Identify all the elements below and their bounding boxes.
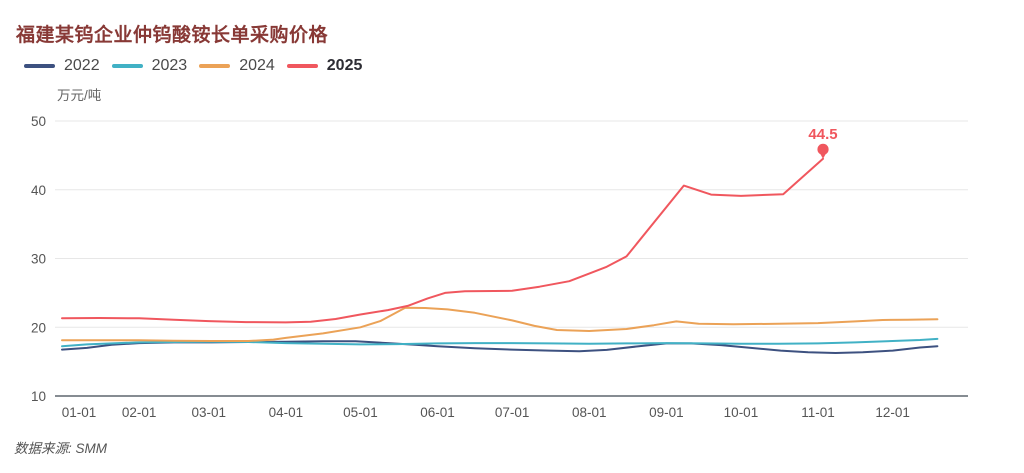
x-tick-label: 02-01 xyxy=(122,405,157,420)
x-tick-label: 12-01 xyxy=(875,405,910,420)
legend-item-2025[interactable]: 2025 xyxy=(286,57,363,75)
x-tick-label: 05-01 xyxy=(343,405,378,420)
x-tick-label: 04-01 xyxy=(269,405,304,420)
legend-line-swatch-icon xyxy=(286,64,318,68)
legend: 2022 2023 2024 2025 xyxy=(24,57,374,75)
legend-item-2022[interactable]: 2022 xyxy=(24,57,100,75)
x-tick-label: 03-01 xyxy=(191,405,226,420)
x-tick-label: 07-01 xyxy=(495,405,530,420)
x-tick-label: 08-01 xyxy=(572,405,607,420)
y-tick-label: 50 xyxy=(31,114,46,129)
legend-line-swatch-icon xyxy=(199,64,231,68)
series-line-2023 xyxy=(61,337,939,348)
legend-item-2024[interactable]: 2024 xyxy=(199,57,275,75)
x-tick-label: 09-01 xyxy=(649,405,684,420)
x-tick-label: 01-01 xyxy=(62,405,97,420)
y-axis-unit-label: 万元/吨 xyxy=(57,88,102,103)
y-tick-label: 20 xyxy=(31,320,46,335)
legend-item-2023[interactable]: 2023 xyxy=(111,57,188,75)
y-tick-label: 10 xyxy=(31,389,46,404)
y-tick-label: 30 xyxy=(31,252,46,267)
legend-item-label: 2025 xyxy=(326,57,363,74)
chart-title: 福建某钨企业仲钨酸铵长单采购价格 xyxy=(16,25,329,46)
x-tick-label: 10-01 xyxy=(724,405,759,420)
data-source: 数据来源: SMM xyxy=(14,441,107,456)
legend-item-label: 2024 xyxy=(239,57,275,74)
series-line-2024 xyxy=(61,306,939,342)
endpoint-value-label: 44.5 xyxy=(808,126,837,143)
endpoint-pin-icon xyxy=(817,143,829,155)
legend-item-label: 2022 xyxy=(64,57,100,74)
x-tick-label: 11-01 xyxy=(801,405,835,420)
x-tick-label: 06-01 xyxy=(420,405,455,420)
legend-item-label: 2023 xyxy=(151,57,188,74)
legend-line-swatch-icon xyxy=(111,64,143,68)
series-line-2025 xyxy=(61,157,824,324)
legend-line-swatch-icon xyxy=(24,64,55,68)
y-tick-label: 40 xyxy=(31,183,46,198)
